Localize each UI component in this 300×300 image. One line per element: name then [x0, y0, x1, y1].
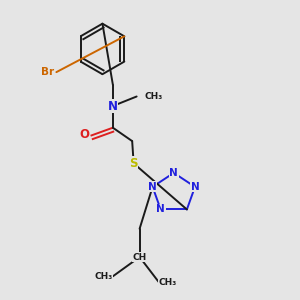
Text: CH: CH — [133, 253, 147, 262]
Text: Br: Br — [41, 67, 54, 77]
Text: N: N — [190, 182, 200, 192]
Text: N: N — [148, 182, 157, 192]
Text: N: N — [156, 204, 165, 214]
Text: O: O — [79, 128, 89, 141]
Text: CH₃: CH₃ — [159, 278, 177, 287]
Text: S: S — [129, 157, 138, 170]
Text: N: N — [169, 168, 178, 178]
Text: CH₃: CH₃ — [94, 272, 113, 281]
Text: CH₃: CH₃ — [144, 92, 162, 101]
Text: N: N — [108, 100, 118, 112]
